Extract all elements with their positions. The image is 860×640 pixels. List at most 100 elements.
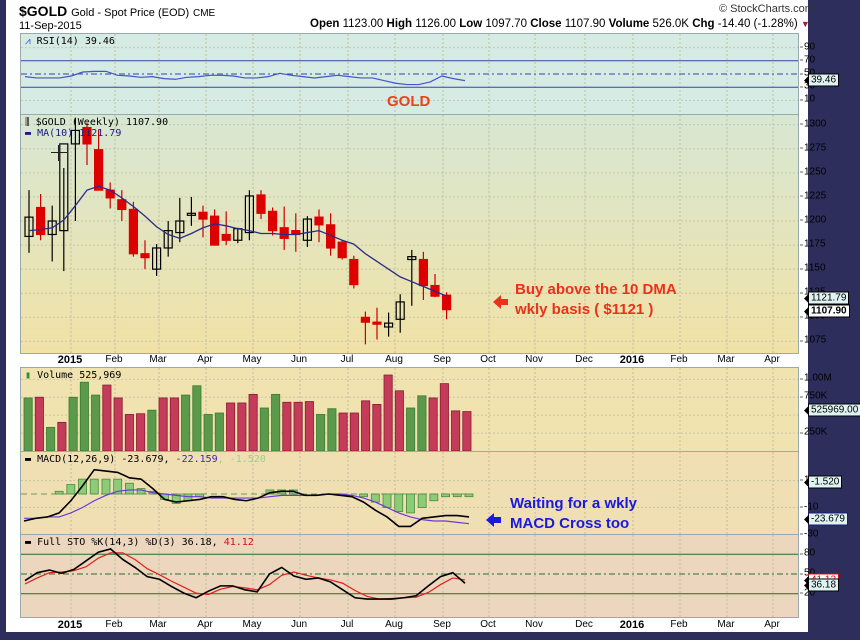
y-axis-label: 1175 [800, 238, 826, 250]
price-panel: ⫼ $GOLD (Weekly) 1107.90 ▬ MA(10) 1121.7… [20, 114, 799, 354]
x-axis-label: 2015 [57, 354, 83, 366]
y-axis-label: 80 [799, 547, 816, 559]
y-axis-label: -30 [799, 528, 819, 539]
exchange: CME [193, 8, 216, 19]
blue-arrow-icon [486, 513, 494, 527]
y-axis-label: 1200 [799, 214, 827, 226]
rsi-panel: ⩘ RSI(14) 39.46 GOLD [20, 33, 799, 115]
x-axis-label: Mar [717, 619, 735, 630]
x-axis-label: Feb [105, 354, 123, 365]
x-axis-label: Sep [433, 619, 451, 630]
y-axis-label: 1225 [799, 190, 827, 202]
macd-panel: ▬ MACD(12,26,9) -23.679, -22.159, -1.520… [20, 451, 799, 535]
ma-value-tag: 1121.79 [808, 291, 850, 305]
signal-value: -22.159 [169, 454, 218, 465]
volume-label: Volume 525,969 [37, 370, 122, 381]
sto-legend: ▬ Full STO %K(14,3) %D(3) 36.18, 41.12 [25, 537, 254, 548]
x-axis-label: Mar [717, 354, 735, 365]
x-axis-label: Mar [149, 619, 167, 630]
x-axis-bottom: 2015 Feb Mar Apr May Jun Jul Aug Sep Oct Nov Dec 201… [20, 619, 800, 633]
buy-annotation-line2: wkly basis ( $1121 ) [515, 301, 654, 318]
sto-label: Full STO %K(14,3) %D(3) [37, 537, 182, 548]
volume-panel: ▮ Volume 525,969 [20, 367, 799, 452]
ma-label: MA(10) 1121.79 [37, 128, 122, 139]
symbol: $GOLD [19, 3, 68, 19]
red-arrow-icon [493, 295, 501, 309]
x-axis-top: 2015 Feb Mar Apr May Jun Jul Aug Sep Oct Nov Dec 201… [20, 354, 800, 368]
chg-value: -14.40 (-1.28%) [717, 18, 798, 30]
y-axis-label: 750K [799, 390, 828, 402]
macd-value: -23.679, [121, 454, 170, 465]
x-axis-label: 2015 [57, 619, 83, 631]
y-axis-label: 250K [799, 426, 828, 438]
y-axis-label: 1.00M [800, 372, 832, 384]
x-axis-label: Apr [197, 354, 213, 365]
macd-annotation-line2: MACD Cross too [510, 515, 630, 532]
y-axis-label: 70 [799, 54, 816, 66]
macd-annotation-line1: Waiting for a wkly [510, 495, 637, 512]
gold-annotation: GOLD [387, 93, 431, 110]
x-axis-label: Aug [385, 354, 403, 365]
rsi-value-tag: 39.46 [808, 73, 840, 87]
y-axis-label: 1300 [799, 118, 827, 130]
close-value: 1107.90 [564, 18, 606, 30]
candlestick-plot [21, 115, 798, 353]
sto-d-value: 41.12 [217, 537, 254, 548]
stochastic-panel: ▬ Full STO %K(14,3) %D(3) 36.18, 41.12 [20, 534, 799, 618]
blue-arrow-shaft [494, 517, 501, 523]
price-legend: ⫼ $GOLD (Weekly) 1107.90 [25, 117, 168, 128]
watermark: © StockCharts.com [719, 3, 814, 15]
hist-value: , -1.520 [217, 454, 266, 465]
x-axis-label: Oct [480, 354, 496, 365]
y-axis-label: 20 [799, 587, 816, 599]
x-axis-label: Nov [525, 619, 543, 630]
close-value-tag: 1107.90 [808, 304, 850, 318]
low-value: 1097.70 [485, 18, 527, 30]
volume-label: Volume [608, 18, 650, 30]
x-axis-label: Sep [433, 354, 451, 365]
macd-plot [21, 452, 798, 534]
macd-line-icon: ▬ [25, 454, 32, 465]
x-axis-label: Mar [149, 354, 167, 365]
volume-bars-icon: ▮ [25, 370, 32, 381]
x-axis-label: 2016 [619, 619, 645, 631]
rsi-legend: ⩘ RSI(14) 39.46 [25, 36, 115, 47]
high-value: 1126.00 [415, 18, 456, 30]
x-axis-label: Oct [480, 619, 496, 630]
chart-header: $GOLD Gold - Spot Price (EOD) CME [19, 3, 215, 19]
x-axis-label: Dec [575, 619, 593, 630]
x-axis-label: Jul [340, 619, 354, 630]
buy-annotation-line1: Buy above the 10 DMA [515, 281, 677, 298]
crosshair-cursor [51, 145, 67, 161]
macd-label: MACD(12,26,9) [37, 454, 122, 465]
x-axis-label: Dec [575, 354, 593, 365]
macd-annotation: Waiting for a wkly MACD Cross too [510, 494, 637, 534]
sto-k-tag: 36.18 [808, 578, 840, 592]
x-axis-label: Jun [290, 619, 308, 630]
y-axis-label: 1075 [799, 334, 827, 346]
y-axis-label: 1275 [799, 142, 827, 154]
rsi-icon: ⩘ [25, 36, 31, 47]
x-axis-label: Feb [670, 619, 688, 630]
sto-k-value: 36.18, [181, 537, 218, 548]
macd-value-tag: -23.679 [808, 512, 848, 526]
volume-value: 526.0K [652, 18, 689, 30]
candlestick-icon: ⫼ [25, 117, 30, 128]
x-axis-label: 2016 [619, 354, 645, 366]
x-axis-label: Feb [105, 619, 123, 630]
chart-frame: $GOLD Gold - Spot Price (EOD) CME 11-Sep… [6, 0, 860, 633]
x-axis-label: Apr [764, 354, 780, 365]
x-axis-label: Jun [290, 354, 308, 365]
y-axis-label: 10 [799, 93, 816, 105]
ma-line-icon: ▬ [25, 128, 32, 139]
macd-hist-tag: -1.520 [808, 475, 843, 489]
red-arrow-shaft [501, 299, 508, 305]
macd-legend: ▬ MACD(12,26,9) -23.679, -22.159, -1.520 [25, 454, 266, 465]
close-label: Close [530, 18, 562, 30]
buy-annotation: Buy above the 10 DMA wkly basis ( $1121 … [515, 280, 677, 320]
chg-label: Chg [692, 18, 715, 30]
open-label: Open [310, 18, 340, 30]
sto-line-icon: ▬ [25, 537, 32, 548]
x-axis-label: Apr [197, 619, 213, 630]
x-axis-label: Apr [764, 619, 780, 630]
